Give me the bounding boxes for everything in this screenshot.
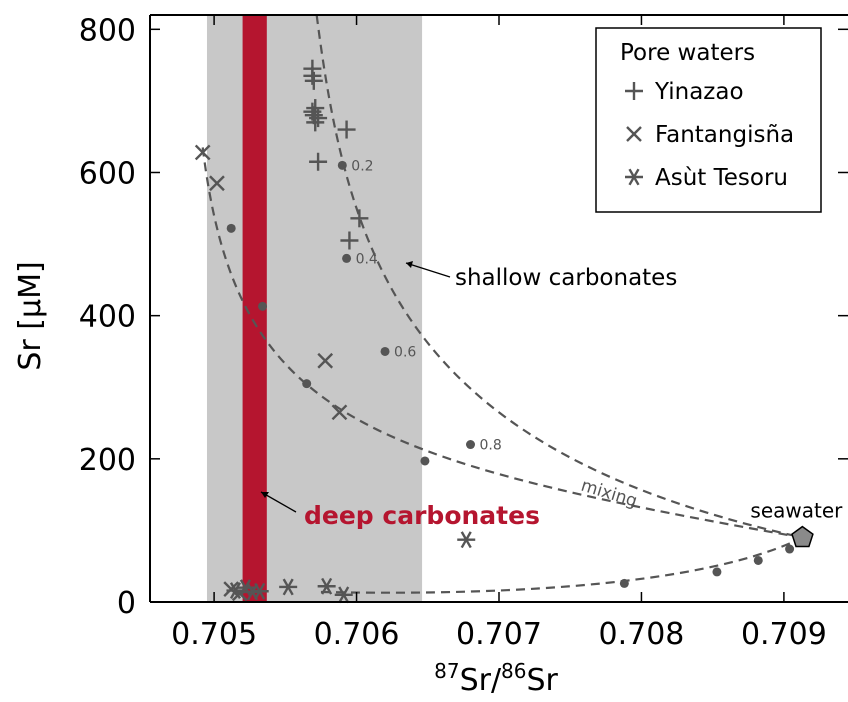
y-axis-title: Sr [µM] [13,261,48,370]
y-tick-label: 0 [117,586,136,621]
fantangisna-point [317,352,334,369]
fantangisna-point [223,581,240,597]
legend-entry-label: Fantangisña [655,122,794,148]
x-axis-part2: Sr [527,663,559,698]
yinazao-point [304,71,323,90]
shallow-arrowhead [406,261,413,268]
mixing-point-low [619,578,629,588]
x-tick-label: 0.708 [599,617,685,652]
fantangisna-point [209,175,225,192]
legend-box [595,27,822,213]
legend-title: Pore waters [620,40,755,66]
asut-tesoru-point [457,531,476,549]
y-tick-label: 600 [79,156,136,191]
yinazao-point [350,209,369,228]
mixing-point-low [785,544,795,554]
mixing-point-low [712,567,722,577]
x-axis-title: 87Sr/86Sr [434,659,558,698]
fraction-label: 0.8 [480,438,502,454]
fraction-label: 0.2 [351,158,373,174]
yinazao-point [306,113,325,132]
x-tick-label: 0.709 [741,617,827,652]
legend-marker-asterisk [625,168,643,186]
asut-tesoru-point [279,578,298,596]
yinazao-point [340,231,359,250]
deep-arrowhead [261,492,269,498]
mixing-label: mixing [579,476,640,512]
mixing-point-deep [226,223,236,233]
fantangisna-point [331,404,348,421]
y-tick-label: 200 [79,443,136,478]
shallow-arrow [405,262,451,278]
legend-marker-x [626,126,642,142]
legend-marker-plus [625,82,643,100]
mixing-point-deep [420,456,430,466]
mixing-point-shallow [342,253,352,263]
legend: Pore waters Yinazao Fantangisña Asùt Tesor… [595,27,822,213]
x-tick-label: 0.706 [314,617,400,652]
x-tick-label: 0.707 [456,617,542,652]
shallow-carbonates-label: shallow carbonates [455,265,677,291]
mixing-point-deep [302,379,312,389]
mixing-point-shallow [337,160,347,170]
deep-arrow [260,491,297,513]
mixing-point-shallow [466,440,476,450]
mixing-point-deep [258,301,268,311]
x-axis-sup1: 87 [434,659,459,683]
legend-entry-label: Asùt Tesoru [655,165,788,191]
mixing-curve-low [320,536,803,594]
x-axis-part1: Sr/ [460,663,502,698]
legend-entry-label: Yinazao [654,79,744,105]
mixing-curve-shallow [315,14,803,539]
yinazao-point [337,120,356,139]
fantangisna-point [194,144,211,161]
fraction-label: 0.4 [356,251,378,267]
asut-tesoru-point [334,586,353,604]
yinazao-point [309,109,328,128]
asut-tesoru-point [317,577,336,595]
yinazao-point [309,152,328,171]
asut-tesoru-point [250,582,269,600]
y-tick-label: 800 [79,13,136,48]
fraction-label: 0.6 [394,344,416,360]
deep-carbonates-label: deep carbonates [304,501,540,530]
x-tick-label: 0.705 [171,617,257,652]
mixing-point-shallow [380,346,390,356]
seawater-label: seawater [750,499,843,523]
y-tick-label: 400 [79,300,136,335]
mixing-point-low [753,555,763,565]
mixing-curve-deep [201,147,803,539]
seawater-marker [791,525,814,548]
x-axis-sup2: 86 [501,659,526,683]
asut-tesoru-point [226,582,245,599]
